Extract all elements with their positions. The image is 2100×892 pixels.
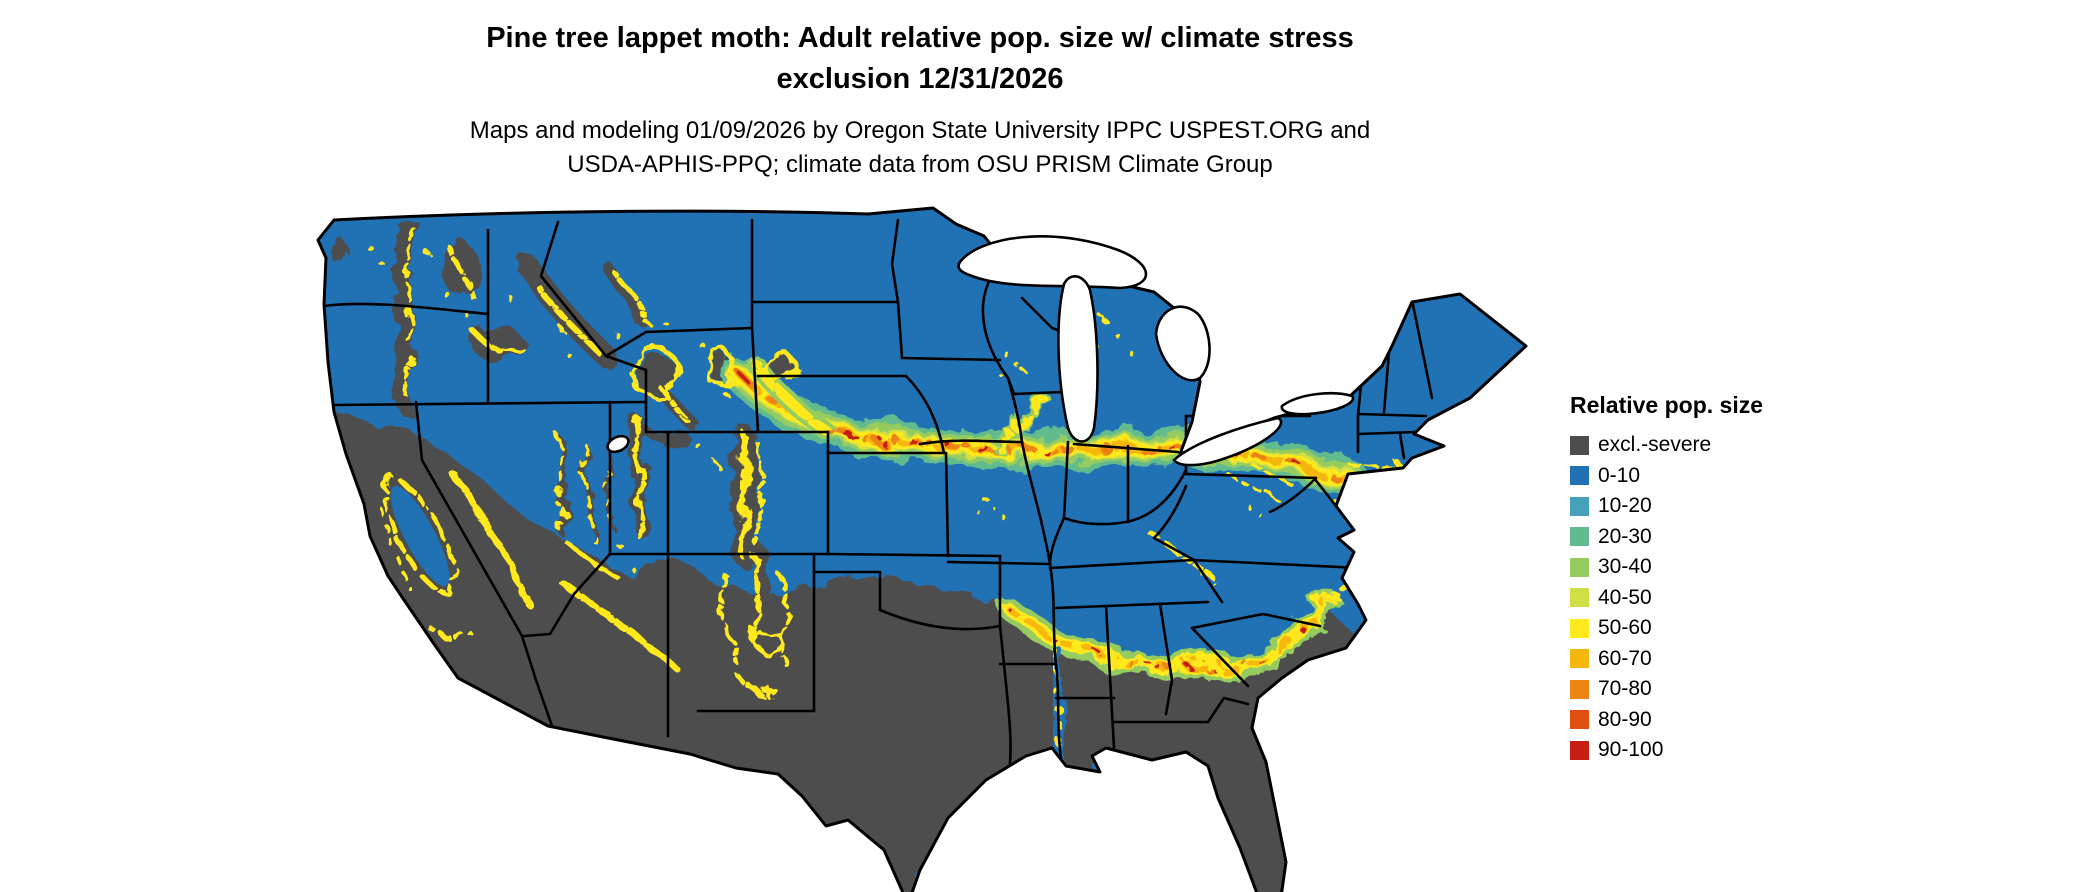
- legend-label: 10-20: [1598, 494, 1652, 517]
- map-container: [308, 206, 1528, 892]
- legend-row: 60-70: [1570, 647, 1763, 671]
- legend-swatch: [1570, 649, 1589, 668]
- legend-row: 50-60: [1570, 616, 1763, 640]
- orange-speckles: [828, 428, 1246, 671]
- title-line-1: Pine tree lappet moth: Adult relative po…: [486, 22, 1354, 54]
- legend-row: 30-40: [1570, 555, 1763, 579]
- legend-label: 50-60: [1598, 616, 1652, 639]
- page-subtitle: Maps and modeling 01/09/2026 by Oregon S…: [320, 114, 1520, 182]
- title-line-2: exclusion 12/31/2026: [776, 63, 1064, 96]
- title-block: Pine tree lappet moth: Adult relative po…: [320, 18, 1520, 183]
- lake-huron: [1154, 305, 1211, 382]
- legend-row: 10-20: [1570, 494, 1763, 518]
- yellow-speckles: [365, 243, 1265, 588]
- legend-swatch: [1570, 496, 1589, 516]
- page-title: Pine tree lappet moth: Adult relative po…: [320, 18, 1520, 100]
- legend-label: 60-70: [1598, 646, 1652, 670]
- legend-swatch: [1570, 679, 1589, 699]
- lake-ontario: [1280, 391, 1355, 416]
- legend-swatch: [1570, 740, 1589, 760]
- western-yellow-patches: [376, 225, 1402, 695]
- red-speckles: [845, 432, 1191, 669]
- legend-label: excl.-severe: [1598, 433, 1712, 456]
- lake-erie: [1172, 416, 1283, 467]
- legend-row: excl.-severe: [1570, 433, 1763, 457]
- legend-label: 20-30: [1598, 524, 1652, 548]
- legend: Relative pop. size excl.-severe 0-10 10-…: [1570, 392, 1763, 762]
- legend-row: 80-90: [1570, 708, 1763, 732]
- legend-swatch: [1570, 435, 1589, 455]
- legend-label: 40-50: [1598, 585, 1652, 609]
- legend-swatch: [1570, 466, 1589, 485]
- legend-label: 90-100: [1598, 738, 1664, 761]
- central-valley-region: [390, 486, 450, 586]
- legend-swatch: [1570, 557, 1589, 577]
- legend-label: 30-40: [1598, 555, 1652, 578]
- state-borders: [322, 218, 1434, 782]
- legend-row: 40-50: [1570, 586, 1763, 610]
- great-salt-lake: [606, 434, 630, 454]
- legend-swatch: [1570, 588, 1589, 607]
- legend-swatch: [1570, 618, 1589, 638]
- legend-row: 0-10: [1570, 464, 1763, 488]
- lake-michigan: [1057, 275, 1099, 443]
- subtitle-line-1: Maps and modeling 01/09/2026 by Oregon S…: [469, 117, 1371, 145]
- subtitle-line-2: USDA-APHIS-PPQ; climate data from OSU PR…: [567, 151, 1273, 179]
- legend-label: 0-10: [1598, 463, 1641, 487]
- legend-title: Relative pop. size: [1570, 392, 1764, 418]
- legend-swatch: [1570, 710, 1589, 729]
- legend-swatch: [1570, 527, 1589, 546]
- lake-superior: [957, 235, 1148, 290]
- us-map: [316, 206, 1528, 892]
- legend-label: 70-80: [1598, 677, 1652, 700]
- legend-row: 70-80: [1570, 677, 1763, 701]
- great-lakes: [606, 235, 1355, 467]
- legend-row: 20-30: [1570, 525, 1763, 549]
- legend-row: 90-100: [1570, 738, 1763, 762]
- legend-label: 80-90: [1598, 707, 1652, 731]
